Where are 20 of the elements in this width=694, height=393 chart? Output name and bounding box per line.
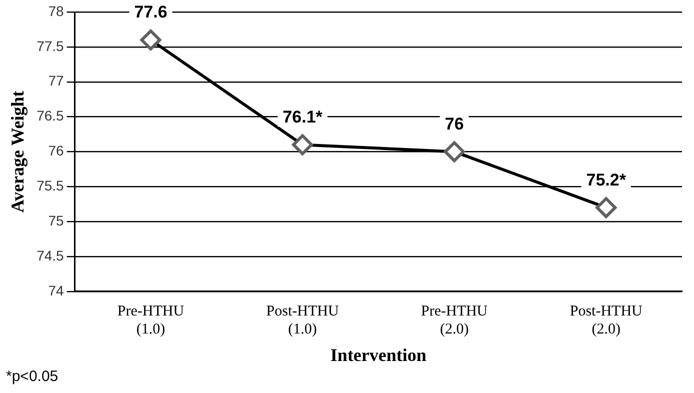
y-tick-label: 75	[48, 212, 64, 228]
y-tick-label: 77	[48, 72, 64, 89]
x-axis-title: Intervention	[330, 344, 426, 365]
y-tick-label: 74.5	[36, 247, 64, 264]
x-tick-label: Post-HTHU (1.0)	[266, 303, 339, 338]
data-label: 75.2*	[586, 170, 626, 190]
x-tick-label: Pre-HTHU (2.0)	[420, 303, 488, 338]
y-tick-label: 76.5	[36, 108, 64, 124]
y-tick-label: 78	[48, 2, 64, 19]
x-tick-label: Post-HTHU (2.0)	[570, 303, 643, 338]
data-label: 77.6	[134, 2, 168, 22]
data-label: 76	[444, 114, 464, 134]
y-axis-title: Average Weight	[7, 90, 28, 213]
y-tick-label: 75.5	[36, 177, 64, 194]
y-tick-label: 74	[48, 282, 64, 298]
data-label: 76.1*	[282, 107, 323, 126]
x-tick-label: Pre-HTHU (1.0)	[117, 303, 184, 338]
y-tick-label: 76	[48, 142, 64, 159]
text: *p<0.05	[6, 368, 58, 385]
y-tick-label: 77.5	[36, 38, 64, 54]
